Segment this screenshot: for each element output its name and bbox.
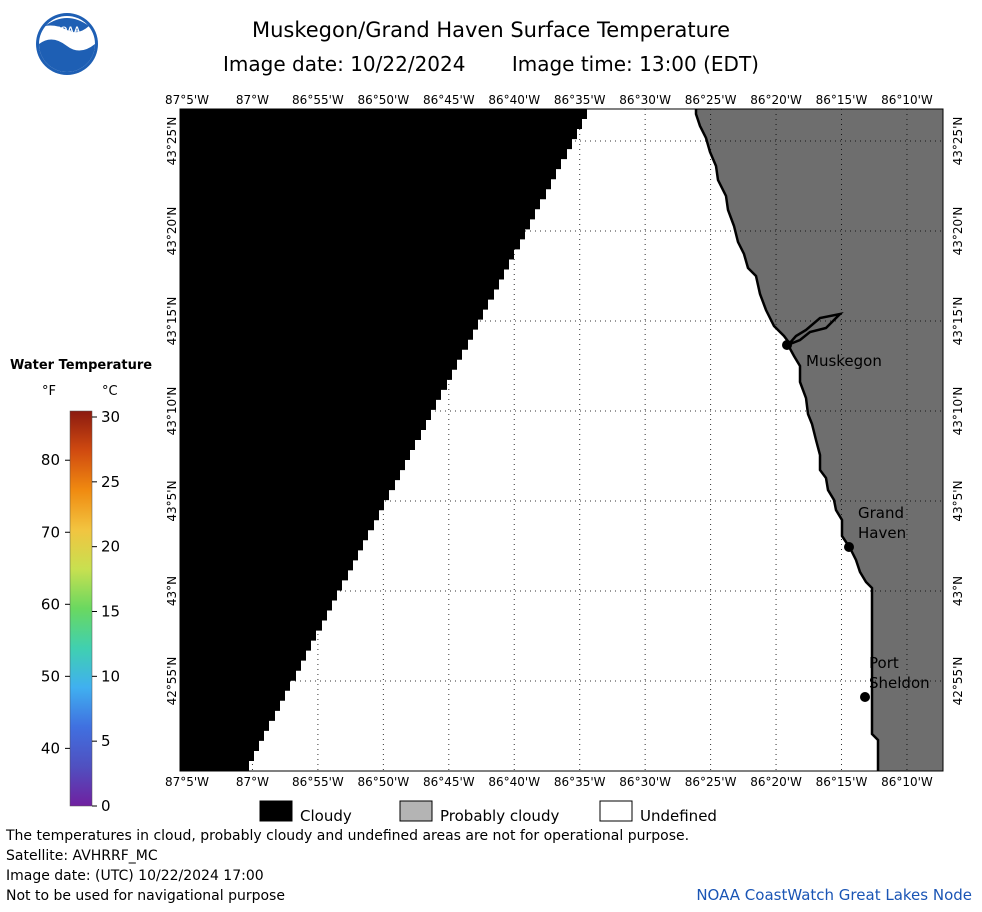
- lon-label-bottom: 86°50'W: [357, 775, 409, 789]
- page-title: Muskegon/Grand Haven Surface Temperature: [251, 18, 731, 42]
- city-label-port: Port: [869, 654, 899, 672]
- lon-label-top: 86°45'W: [423, 93, 475, 107]
- lon-label-top: 86°20'W: [750, 93, 802, 107]
- colorbar-tick-f: 70: [41, 523, 60, 541]
- colorbar-tick-c: 25: [101, 473, 120, 491]
- colorbar-tick-c: 20: [101, 538, 120, 556]
- colorbar-tick-c: 30: [101, 408, 120, 426]
- lon-label-bottom: 86°25'W: [685, 775, 737, 789]
- city-label-sheldon: Sheldon: [869, 674, 930, 692]
- lon-label-bottom: 86°45'W: [423, 775, 475, 789]
- colorbar-tick-c: 10: [101, 667, 120, 685]
- city-marker-port-sheldon: Port Sheldon: [860, 654, 930, 702]
- lat-label-right: 43°10'N: [951, 387, 965, 436]
- unit-c: °C: [102, 384, 118, 399]
- lon-label-top: 86°40'W: [488, 93, 540, 107]
- cloud-area: [180, 109, 590, 771]
- lon-label-bottom: 87°W: [236, 775, 269, 789]
- legend-cloudy-label: Cloudy: [300, 807, 352, 825]
- city-marker-muskegon: Muskegon: [782, 340, 882, 370]
- lat-label-right: 42°55'N: [951, 657, 965, 706]
- lon-label-bottom: 86°10'W: [881, 775, 933, 789]
- lon-label-top: 86°35'W: [554, 93, 606, 107]
- lon-label-top: 86°10'W: [881, 93, 933, 107]
- lon-label-bottom: 86°40'W: [488, 775, 540, 789]
- lon-label-top: 86°25'W: [685, 93, 737, 107]
- lat-label-left: 43°10'N: [165, 387, 179, 436]
- lon-label-bottom: 87°5'W: [165, 775, 209, 789]
- lat-label-left: 43°20'N: [165, 207, 179, 256]
- logo-text: NOAA: [54, 25, 81, 35]
- lon-label-top: 87°W: [236, 93, 269, 107]
- lon-labels-top: 87°5'W 87°W 86°55'W 86°50'W 86°45'W 86°40'W 86…: [165, 93, 933, 107]
- map-area: Muskegon Grand Haven Port Sheldon: [179, 108, 944, 772]
- legend-probably-cloudy-label: Probably cloudy: [440, 807, 559, 825]
- city-label-grand: Grand: [858, 504, 904, 522]
- lat-label-right: 43°15'N: [951, 297, 965, 346]
- lon-label-top: 86°55'W: [292, 93, 344, 107]
- lat-labels-right: 43°25'N 43°20'N 43°15'N 43°10'N 43°5'N 43°N 42…: [951, 117, 965, 706]
- lat-label-left: 43°25'N: [165, 117, 179, 166]
- lat-label-right: 43°N: [951, 576, 965, 606]
- lon-label-top: 86°15'W: [816, 93, 868, 107]
- lat-label-left: 43°15'N: [165, 297, 179, 346]
- colorbar-tick-f: 50: [41, 667, 60, 685]
- credit-text: NOAA CoastWatch Great Lakes Node: [696, 886, 972, 904]
- colorbar-tick-f: 40: [41, 739, 60, 757]
- lat-label-right: 43°5'N: [951, 480, 965, 521]
- lon-label-top: 86°50'W: [357, 93, 409, 107]
- lon-label-bottom: 86°30'W: [619, 775, 671, 789]
- legend-undefined-label: Undefined: [640, 807, 717, 825]
- colorbar-tick-c: 15: [101, 603, 120, 621]
- lon-label-top: 87°5'W: [165, 93, 209, 107]
- footer-navigation-warning: Not to be used for navigational purpose: [6, 888, 285, 904]
- lon-label-bottom: 86°15'W: [816, 775, 868, 789]
- image-date-label: Image date: 10/22/2024: [223, 52, 466, 76]
- footer-disclaimer: The temperatures in cloud, probably clou…: [6, 828, 690, 844]
- colorbar-tick-c: 5: [101, 732, 111, 750]
- colorbar-title: Water Temperature: [10, 358, 153, 373]
- city-marker-grand-haven: Grand Haven: [844, 504, 906, 552]
- lon-label-bottom: 86°55'W: [292, 775, 344, 789]
- lat-label-right: 43°25'N: [951, 117, 965, 166]
- image-time-label: Image time: 13:00 (EDT): [511, 52, 759, 76]
- coastline: [694, 109, 880, 771]
- colorbar-tick-f: 60: [41, 595, 60, 613]
- image-datetime: Image date: 10/22/2024 Image time: 13:00…: [0, 52, 982, 76]
- lon-label-bottom: 86°35'W: [554, 775, 606, 789]
- city-label-haven: Haven: [858, 524, 906, 542]
- lat-label-left: 43°5'N: [165, 480, 179, 521]
- noaa-logo: NOAA: [36, 13, 98, 75]
- colorbar-tick-f: 80: [41, 451, 60, 469]
- lat-label-left: 43°N: [165, 576, 179, 606]
- colorbar-tick-c: 0: [101, 797, 111, 815]
- lat-labels-left: 43°25'N 43°20'N 43°15'N 43°10'N 43°5'N 43°N 42…: [165, 117, 179, 706]
- cloud-legend: Cloudy Probably cloudy Undefined: [259, 800, 717, 825]
- footer-utc-date: Image date: (UTC) 10/22/2024 17:00: [6, 868, 264, 884]
- unit-f: °F: [42, 384, 56, 399]
- lon-label-bottom: 86°20'W: [750, 775, 802, 789]
- land-area: [696, 109, 943, 771]
- lon-labels-bottom: 87°5'W 87°W 86°55'W 86°50'W 86°45'W 86°40'W 86…: [165, 775, 933, 789]
- city-label-muskegon: Muskegon: [806, 352, 882, 370]
- lon-label-top: 86°30'W: [619, 93, 671, 107]
- lat-label-right: 43°20'N: [951, 207, 965, 256]
- lat-label-left: 42°55'N: [165, 657, 179, 706]
- lat-lon-grid: [180, 109, 943, 771]
- footer-satellite: Satellite: AVHRRF_MC: [6, 848, 158, 864]
